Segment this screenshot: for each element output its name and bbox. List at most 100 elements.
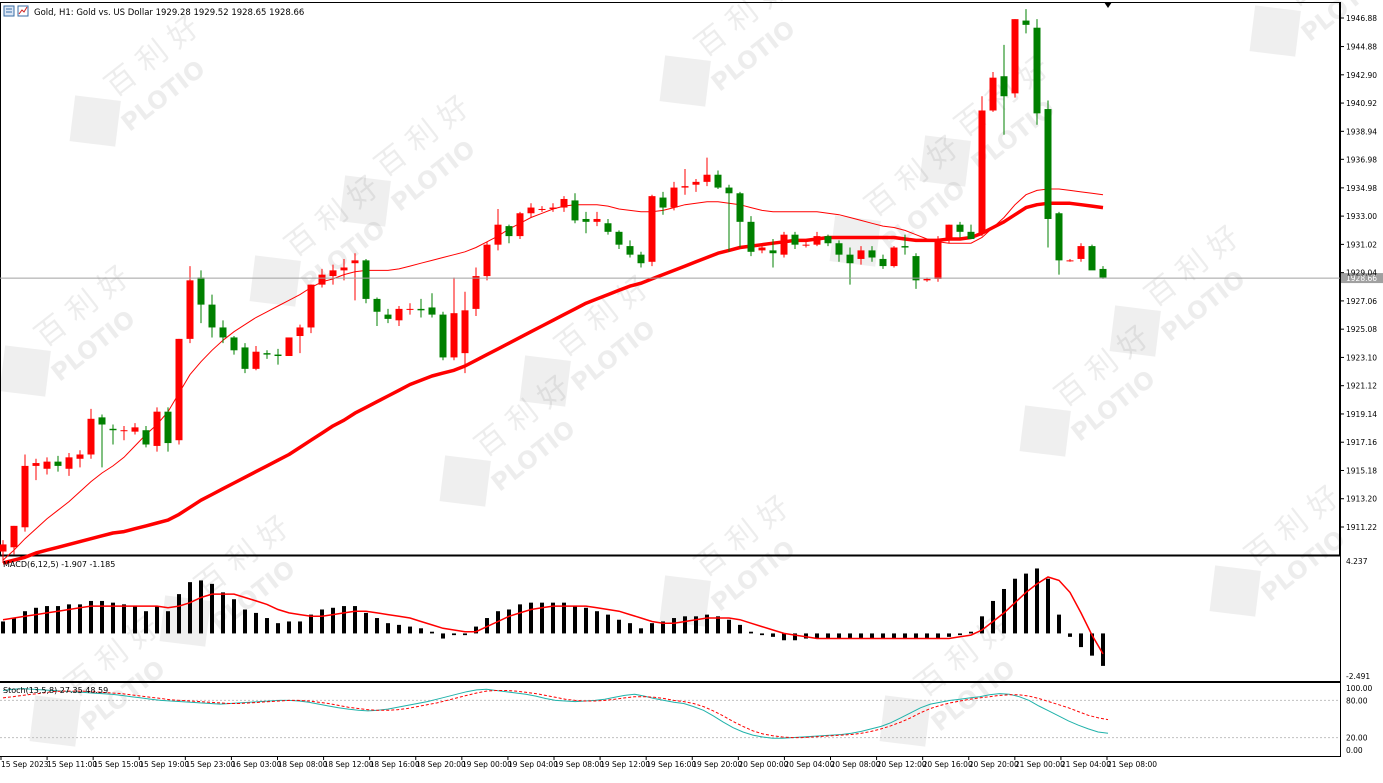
candle-bear: [373, 298, 381, 312]
macd-bar: [595, 611, 599, 634]
stoch-axis-label: 100.00: [1346, 684, 1372, 693]
price-axis-label: 1923.10: [1346, 353, 1377, 362]
macd-bar: [639, 628, 643, 634]
candle-bull: [681, 186, 689, 188]
macd-bar: [320, 609, 324, 634]
macd-bar: [573, 606, 577, 634]
macd-bar: [694, 616, 698, 634]
macd-bar: [628, 623, 632, 634]
macd-bar: [397, 624, 401, 634]
macd-bar: [45, 606, 49, 634]
candle-bear: [428, 307, 436, 315]
candle-bull: [406, 308, 414, 310]
macd-bar: [782, 633, 786, 641]
watermark-logo: [249, 255, 301, 307]
time-axis-label: 21 Sep 04:00: [1061, 760, 1111, 769]
macd-bar: [683, 616, 687, 634]
price-axis-label: 1915.18: [1346, 466, 1377, 475]
candle-bull: [648, 196, 656, 262]
watermark-logo: [159, 595, 211, 647]
candle-bear: [582, 218, 590, 222]
candle-bear: [714, 174, 722, 188]
macd-bar: [364, 612, 368, 634]
candle-bull: [890, 247, 898, 267]
macd-bar: [529, 602, 533, 634]
chart-header: Gold, H1: Gold vs. US Dollar 1929.28 192…: [3, 5, 304, 18]
macd-bar: [430, 631, 434, 634]
candle-bull: [252, 351, 260, 369]
candle-bear: [604, 223, 612, 232]
watermark-logo: [879, 695, 931, 747]
time-axis-label: 20 Sep 04:00: [784, 760, 834, 769]
candle-bull: [318, 274, 326, 285]
chart-type-icon[interactable]: [3, 5, 15, 17]
macd-bar: [485, 618, 489, 634]
price-axis-label: 1925.08: [1346, 325, 1377, 334]
candle-bull: [32, 463, 40, 466]
macd-bar: [991, 600, 995, 634]
chart-shift-marker[interactable]: [1104, 2, 1112, 8]
candle-bull: [395, 308, 403, 321]
candle-bull: [923, 278, 931, 281]
macd-axis-min: -2.491: [1346, 672, 1370, 681]
candle-bear: [439, 314, 447, 358]
candle-bear: [208, 304, 216, 328]
time-axis-label: 18 Sep 20:00: [416, 760, 466, 769]
candle-bear: [725, 187, 733, 194]
macd-bar: [298, 621, 302, 634]
sma-slow-line: [2, 201, 1104, 565]
candle-bear: [1099, 268, 1107, 278]
current-price-label: 1928.66: [1346, 274, 1377, 283]
candle-bear: [1088, 246, 1096, 271]
candle-bull: [472, 276, 480, 309]
watermark-logo: [1019, 405, 1071, 457]
watermark-logo: [659, 575, 711, 627]
price-axis-label: 1931.02: [1346, 240, 1377, 249]
macd-bar: [760, 633, 764, 636]
candle-bull: [186, 280, 194, 339]
candle-bull: [1011, 19, 1019, 94]
watermark-logo: [1109, 305, 1161, 357]
candle-bear: [241, 347, 249, 369]
candle-bull: [307, 284, 315, 328]
candle-bear: [615, 231, 623, 245]
stoch-axis-label: 0.00: [1346, 746, 1363, 755]
macd-bar: [540, 602, 544, 634]
price-axis-label: 1944.88: [1346, 43, 1377, 52]
macd-bar: [232, 599, 236, 634]
time-axis-label: 15 Sep 23:00: [185, 760, 235, 769]
candle-bear: [263, 353, 271, 355]
macd-bar: [584, 607, 588, 634]
macd-bar: [1057, 614, 1061, 634]
candle-bear: [1000, 76, 1008, 97]
macd-bar: [716, 616, 720, 634]
stoch-main-line: [2, 688, 1109, 739]
watermark-logo: [659, 55, 711, 107]
candle-bull: [483, 244, 491, 277]
time-axis-label: 18 Sep 08:00: [278, 760, 328, 769]
macd-bar: [804, 633, 808, 639]
candle-bear: [384, 314, 392, 319]
candle-bull: [285, 337, 293, 357]
time-axis-label: 15 Sep 19:00: [139, 760, 189, 769]
watermark-logo: [0, 345, 51, 397]
time-axis-label: 15 Sep 11:00: [47, 760, 97, 769]
macd-bar: [243, 609, 247, 634]
candle-bull: [527, 207, 535, 214]
candle-bull: [945, 224, 953, 239]
candle-bull: [351, 260, 359, 264]
macd-bar: [452, 633, 456, 636]
candle-bull: [296, 327, 304, 337]
candle-bear: [571, 200, 579, 221]
candle-bull: [692, 181, 700, 185]
macd-bar: [727, 619, 731, 634]
macd-bar: [408, 626, 412, 634]
macd-bar: [276, 623, 280, 634]
price-axis-label: 1927.06: [1346, 297, 1377, 306]
candle-bear: [219, 327, 227, 338]
time-axis-label: 20 Sep 08:00: [831, 760, 881, 769]
macd-bar: [1090, 633, 1094, 656]
macd-bar: [551, 602, 555, 634]
macd-bar: [518, 604, 522, 634]
